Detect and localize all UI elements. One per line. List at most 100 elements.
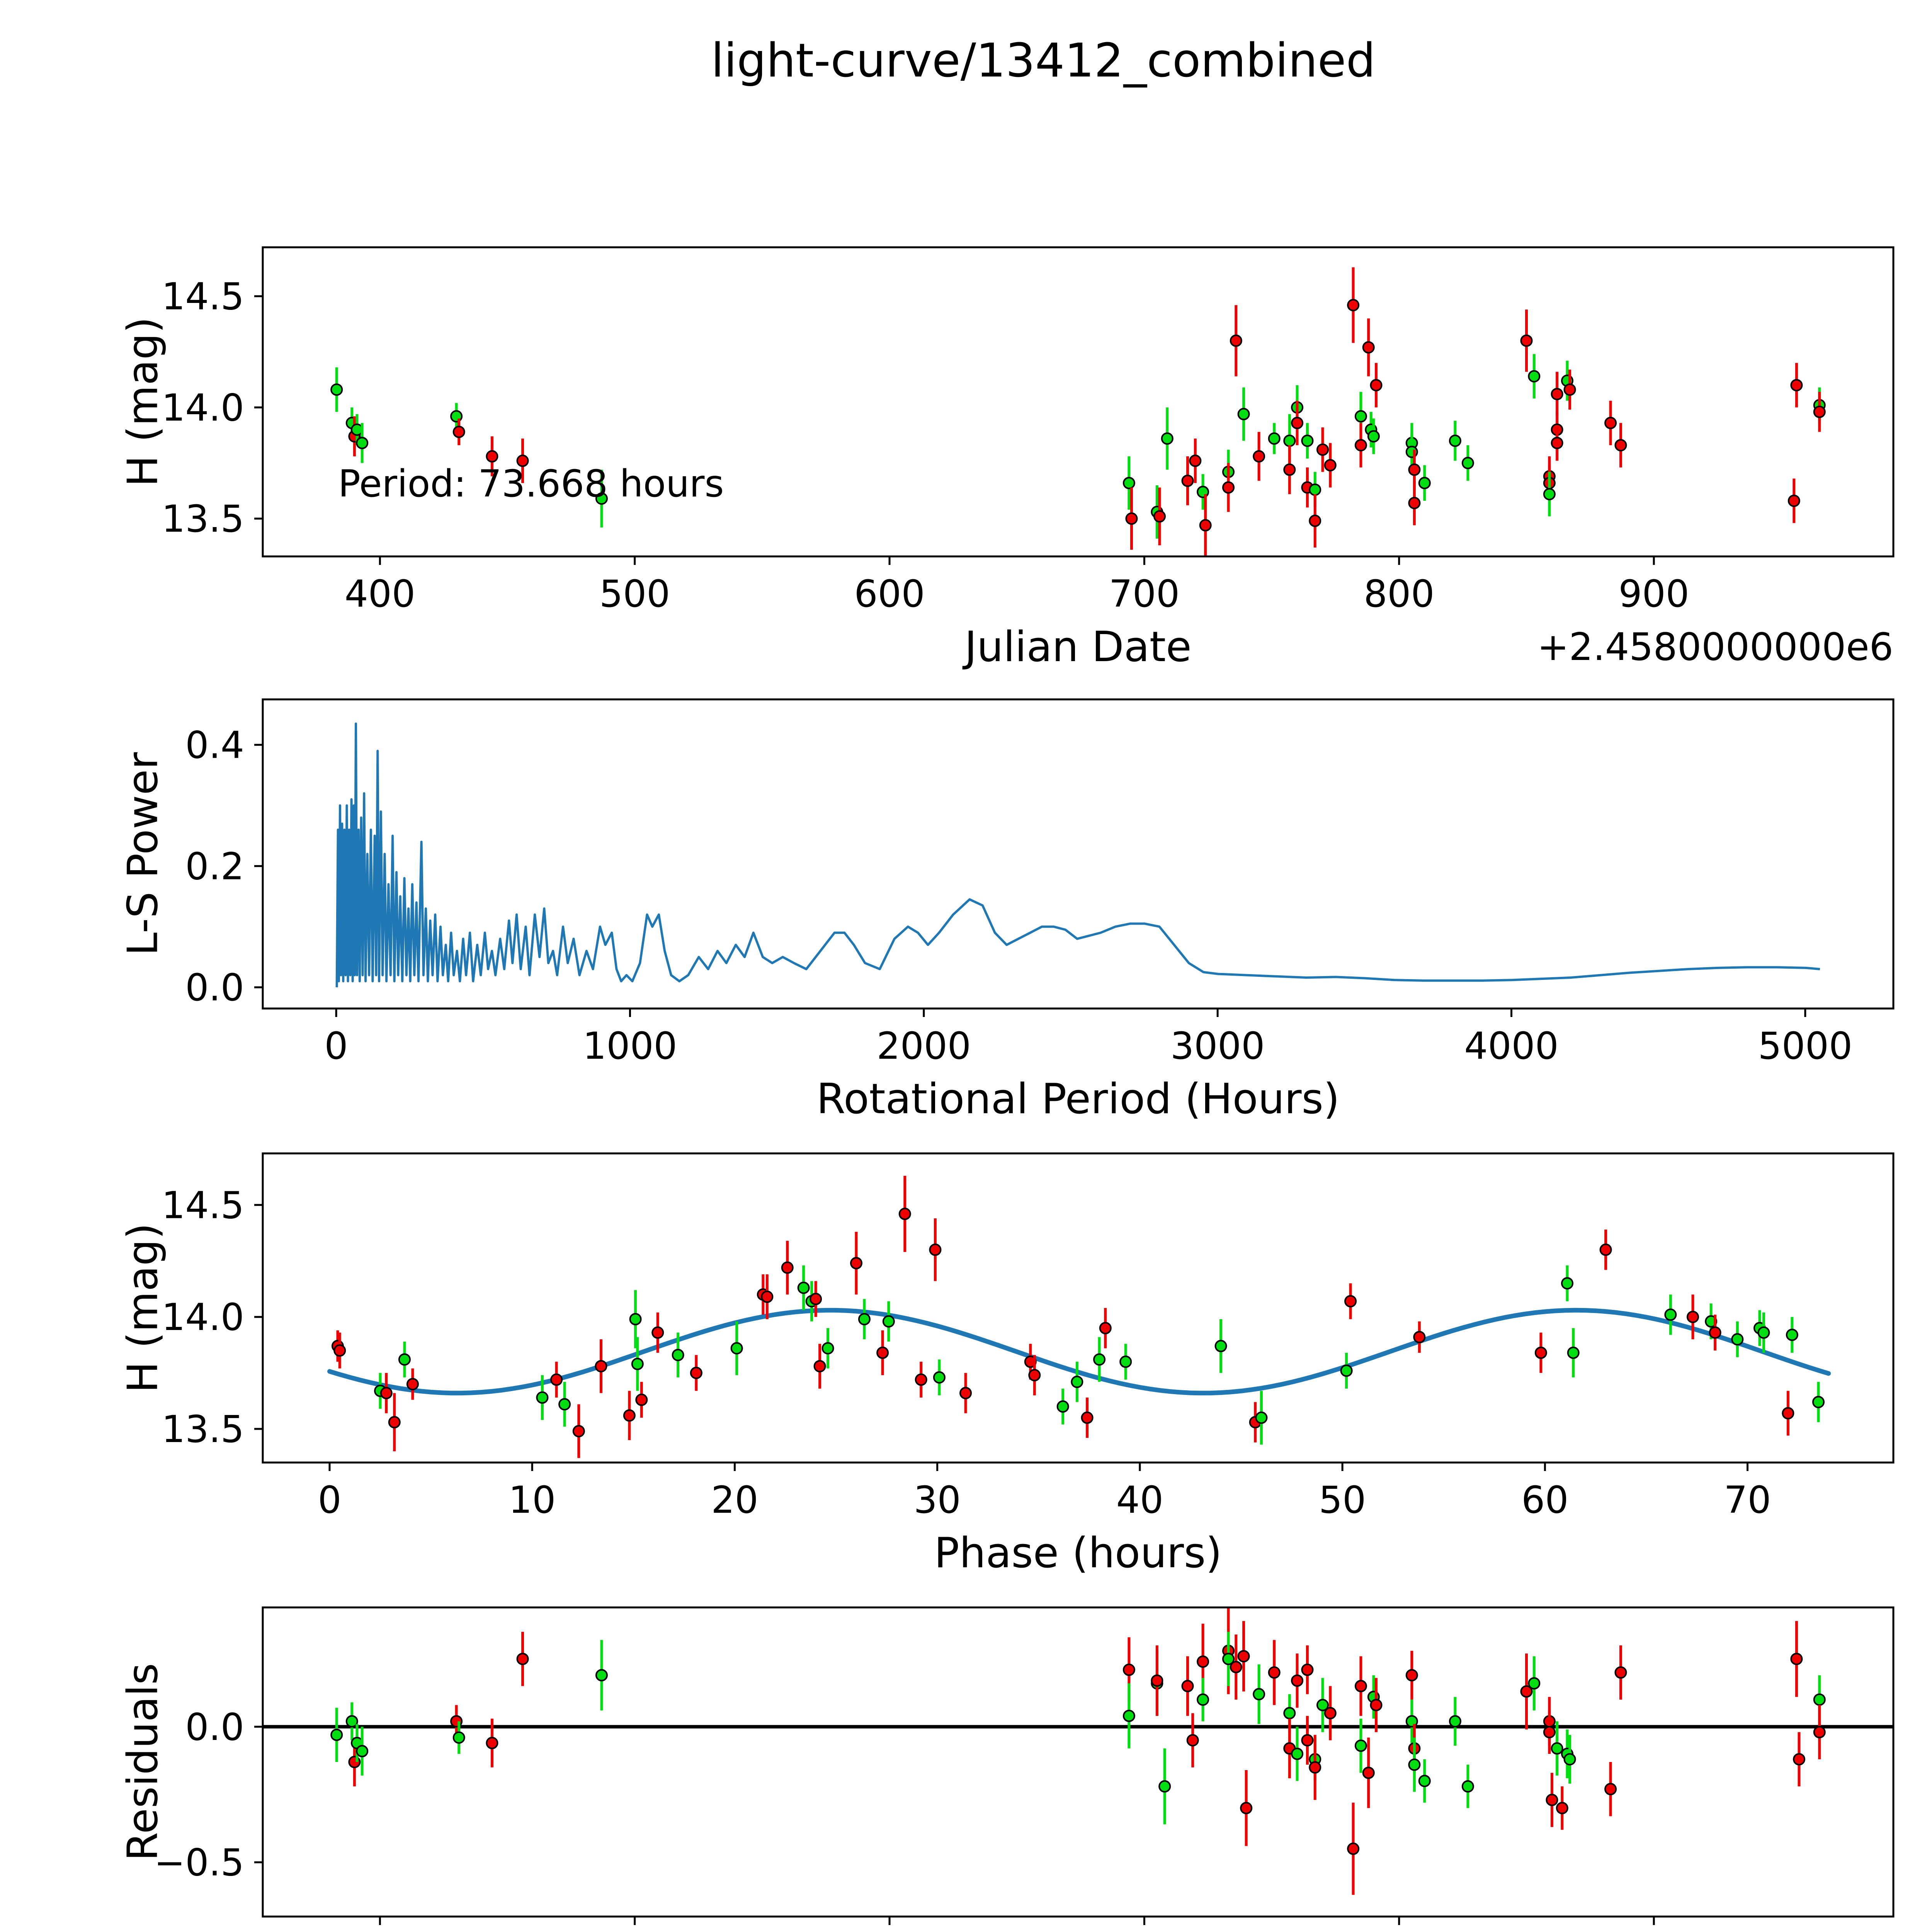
data-point — [1230, 334, 1242, 347]
data-point — [813, 1360, 826, 1372]
data-point — [623, 1409, 636, 1422]
data-point — [1543, 1726, 1556, 1738]
data-point — [1240, 1802, 1253, 1815]
data-point — [1122, 477, 1135, 490]
data-point — [1197, 1693, 1209, 1706]
data-point — [1528, 370, 1541, 383]
y-tick-label: 0.0 — [185, 966, 244, 1009]
data-point — [1790, 1653, 1803, 1665]
y-tick-label: 0.4 — [185, 724, 244, 767]
data-point — [1222, 481, 1235, 494]
data-point — [631, 1357, 644, 1370]
data-point — [1316, 443, 1329, 456]
data-point — [810, 1293, 822, 1305]
x-tick-label: 0 — [318, 1478, 341, 1522]
data-point — [1614, 1666, 1627, 1679]
panel2-xlabel: Rotational Period (Hours) — [816, 1075, 1340, 1123]
panel-phase-folded-data — [327, 1175, 1831, 1458]
data-point — [1551, 388, 1563, 400]
data-point — [1309, 1761, 1321, 1774]
data-point — [629, 1313, 642, 1325]
figure-title: light-curve/13412_combined — [711, 34, 1376, 88]
data-point — [1181, 1680, 1194, 1692]
panel-periodogram-data — [335, 722, 1820, 988]
panel2-ylabel: L-S Power — [119, 752, 167, 956]
x-tick-label: 600 — [854, 572, 925, 616]
data-point — [1214, 1340, 1227, 1352]
data-point — [1181, 474, 1194, 487]
periodogram-curve — [335, 722, 1820, 988]
data-point — [1354, 439, 1367, 452]
data-point — [1347, 1842, 1360, 1855]
data-point — [882, 1315, 895, 1328]
y-tick-label: 0.2 — [185, 845, 244, 888]
data-point — [1367, 430, 1380, 443]
data-point — [1790, 379, 1803, 391]
x-tick-label: 400 — [345, 572, 415, 616]
data-point — [1556, 1802, 1568, 1815]
x-tick-label: 5000 — [1758, 1024, 1852, 1068]
y-tick-label: 13.5 — [162, 1408, 244, 1451]
data-point — [1291, 417, 1304, 429]
data-point — [1520, 1685, 1533, 1698]
data-point — [1324, 1707, 1337, 1719]
data-point — [330, 383, 343, 396]
data-point — [356, 437, 369, 449]
data-point — [1520, 334, 1533, 347]
data-point — [1731, 1333, 1744, 1346]
data-point — [1567, 1346, 1580, 1359]
data-point — [821, 1342, 834, 1355]
x-tick-label: 10 — [509, 1478, 556, 1522]
data-point — [345, 1715, 358, 1728]
axes-spines — [262, 698, 1895, 1010]
data-point — [406, 1378, 419, 1391]
data-point — [1813, 1726, 1826, 1738]
data-point — [672, 1349, 684, 1361]
data-point — [1709, 1326, 1721, 1339]
panel1-ylabel: H (mag) — [119, 317, 167, 487]
data-point — [1786, 1328, 1798, 1341]
data-point — [797, 1281, 810, 1294]
fit-curve — [327, 1308, 1831, 1396]
data-point — [572, 1425, 585, 1437]
data-point — [635, 1393, 648, 1406]
data-point — [1563, 383, 1576, 396]
data-point — [959, 1387, 972, 1400]
data-point — [1561, 1277, 1573, 1290]
data-point — [1528, 1677, 1541, 1690]
y-tick-label: 14.5 — [162, 1184, 244, 1227]
data-point — [651, 1326, 664, 1339]
data-point — [1291, 1747, 1304, 1760]
data-point — [1237, 1650, 1250, 1663]
x-tick-label: 40 — [1116, 1478, 1163, 1522]
data-point — [1283, 463, 1296, 476]
data-point — [1253, 450, 1265, 463]
data-point — [452, 1731, 465, 1744]
y-tick-label: 14.5 — [162, 275, 244, 318]
data-point — [1362, 1767, 1375, 1779]
data-point — [876, 1346, 889, 1359]
data-point — [1551, 1742, 1563, 1755]
data-point — [1543, 488, 1556, 500]
x-tick-label: 4000 — [1464, 1024, 1558, 1068]
data-point — [1028, 1369, 1041, 1381]
data-point — [1222, 1653, 1235, 1665]
data-point — [1354, 1680, 1367, 1692]
data-point — [1081, 1412, 1094, 1424]
data-point — [850, 1257, 862, 1270]
x-tick-label: 2000 — [877, 1024, 971, 1068]
data-point — [1291, 1674, 1304, 1687]
x-tick-label: 500 — [599, 572, 670, 616]
data-point — [1449, 434, 1461, 447]
data-point — [1604, 1783, 1617, 1796]
data-point — [1408, 463, 1421, 476]
data-point — [1301, 1663, 1314, 1676]
data-point — [1125, 512, 1138, 525]
data-point — [486, 1736, 498, 1749]
data-point — [1344, 1295, 1357, 1308]
data-point — [1099, 1322, 1112, 1335]
data-point — [1614, 439, 1627, 452]
data-point — [333, 1344, 346, 1357]
x-tick-label: 50 — [1319, 1478, 1366, 1522]
